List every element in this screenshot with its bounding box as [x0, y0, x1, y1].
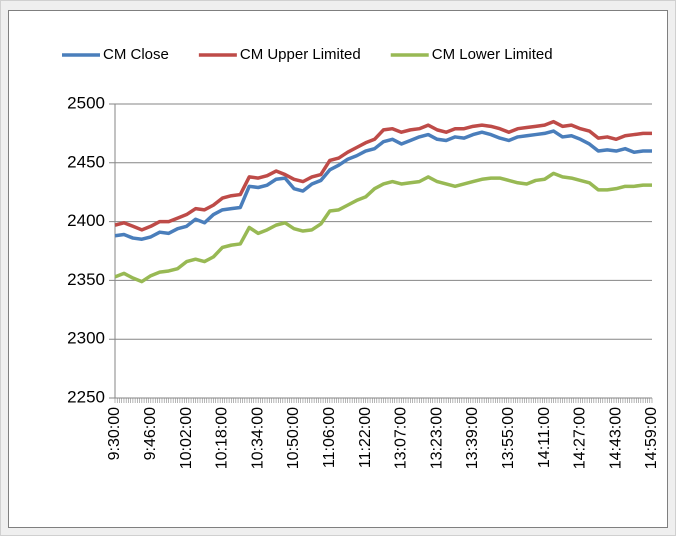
- legend-label: CM Close: [103, 46, 169, 63]
- x-tick-label: 11:22:00: [357, 407, 374, 468]
- y-tick-label: 2250: [67, 387, 105, 406]
- y-tick-label: 2450: [67, 152, 105, 171]
- x-tick-label: 13:55:00: [500, 407, 517, 469]
- y-tick-label: 2350: [67, 270, 105, 289]
- legend-label: CM Lower Limited: [432, 46, 553, 63]
- x-tick-label: 9:46:00: [142, 407, 159, 460]
- x-tick-label: 10:34:00: [249, 407, 266, 469]
- y-tick-label: 2300: [67, 329, 105, 348]
- x-tick-label: 14:59:00: [643, 407, 660, 469]
- x-tick-label: 10:50:00: [285, 407, 302, 469]
- x-tick-label: 10:02:00: [178, 407, 195, 469]
- x-tick-label: 9:30:00: [106, 407, 123, 460]
- y-tick-label: 2400: [67, 211, 105, 230]
- series-line: [114, 171, 652, 284]
- x-tick-label: 14:27:00: [572, 407, 589, 469]
- x-tick-label: 14:11:00: [536, 407, 553, 468]
- x-tick-label: 14:43:00: [607, 407, 624, 469]
- x-tick-label: 13:07:00: [393, 407, 410, 469]
- legend-label: CM Upper Limited: [240, 46, 361, 63]
- x-tick-label: 10:18:00: [214, 407, 231, 469]
- x-tick-label: 11:06:00: [321, 407, 338, 468]
- y-tick-label: 2500: [67, 93, 105, 112]
- series-line: [114, 129, 652, 241]
- x-tick-label: 13:23:00: [428, 407, 445, 469]
- x-tick-label: 13:39:00: [464, 407, 481, 469]
- series-line: [114, 119, 652, 232]
- chart-area: [8, 10, 668, 528]
